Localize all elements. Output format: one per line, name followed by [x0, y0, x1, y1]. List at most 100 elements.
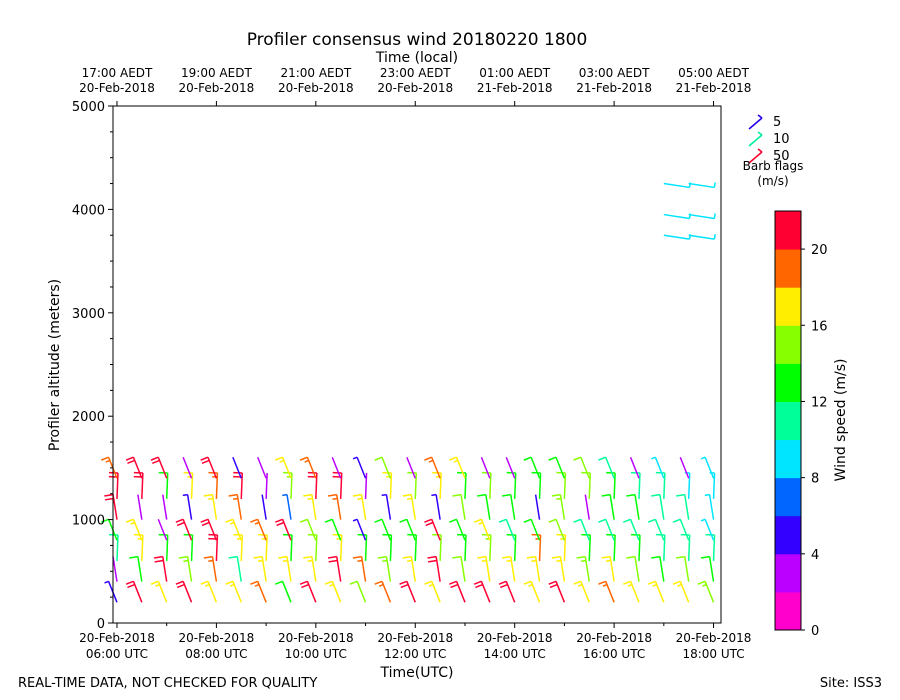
wind-barb — [688, 234, 716, 240]
barb-shaft — [580, 456, 590, 479]
barb-half-feather — [357, 559, 363, 562]
barb-feather — [327, 555, 337, 559]
barb-feather — [101, 518, 109, 523]
wind-barbs — [101, 182, 716, 603]
barb-shaft — [186, 494, 193, 520]
barb-shaft — [385, 494, 392, 520]
wind-barb — [253, 555, 267, 582]
barb-shaft — [431, 581, 441, 603]
barb-shaft — [132, 456, 143, 479]
wind-barb — [200, 456, 218, 479]
barb-feather — [276, 521, 285, 527]
barb-shaft — [207, 518, 218, 541]
wind-barb — [228, 555, 243, 582]
wind-barb — [104, 580, 118, 603]
barb-shaft — [505, 581, 516, 603]
barb-shaft — [190, 472, 194, 499]
barb-half-feather — [700, 518, 706, 522]
wind-barb — [261, 494, 267, 520]
wind-barb — [688, 182, 716, 189]
barb-legend-shaft — [748, 117, 763, 130]
barb-shaft — [684, 494, 690, 520]
wind-barb — [200, 518, 218, 541]
barb-feather — [672, 580, 681, 585]
barb-feather — [152, 459, 160, 465]
barb-feather — [598, 580, 606, 585]
barb-shaft — [435, 494, 441, 520]
barb-shaft — [634, 494, 640, 520]
barb-half-feather — [104, 580, 109, 584]
barb-half-feather — [229, 521, 235, 525]
barb-shaft — [485, 556, 491, 582]
wind-barb — [178, 555, 193, 582]
colorbar-tick-label: 0 — [811, 624, 819, 639]
barb-shaft — [584, 494, 590, 520]
barb-feather — [324, 518, 333, 523]
barb-half-feather — [279, 459, 285, 463]
barb-shaft — [137, 556, 143, 582]
barb-shaft — [406, 456, 416, 479]
barb-half-feather — [155, 583, 160, 587]
wind-barb — [250, 580, 267, 603]
barb-shaft — [538, 472, 542, 499]
barb-shaft — [455, 518, 466, 541]
barb-shaft — [555, 518, 566, 541]
barb-feather — [573, 518, 582, 523]
barb-feather — [672, 518, 681, 523]
x-tick-date: 20-Feb-2018 — [576, 631, 652, 645]
barb-feather — [427, 555, 437, 559]
barb-shaft — [315, 534, 318, 561]
barb-half-feather — [378, 583, 384, 587]
wind-barb — [282, 533, 293, 561]
wind-barb — [501, 555, 516, 582]
wind-barb — [626, 493, 640, 520]
barb-shaft — [157, 456, 168, 479]
barb-legend-label: 10 — [773, 132, 790, 147]
barb-shaft — [331, 456, 342, 479]
barb-half-feather — [183, 559, 189, 562]
barb-half-feather — [700, 456, 706, 460]
wind-barb — [477, 555, 491, 582]
wind-barb — [125, 580, 143, 603]
barb-shaft — [182, 456, 193, 479]
wind-barb — [548, 518, 566, 541]
wind-barb — [424, 456, 441, 479]
wind-barb — [523, 456, 541, 479]
barb-half-feather — [329, 583, 334, 587]
barb-shaft — [708, 556, 715, 582]
wind-barb — [402, 555, 417, 582]
wind-barb — [282, 493, 292, 520]
barb-legend-item: 50 — [748, 148, 790, 164]
barb-feather — [352, 493, 362, 497]
wind-barb — [651, 493, 665, 520]
barb-legend-flag — [757, 131, 763, 136]
wind-barb — [680, 533, 691, 561]
x-tick-date: 20-Feb-2018 — [676, 631, 752, 645]
barb-shaft — [162, 494, 168, 520]
barb-shaft — [663, 234, 690, 240]
wind-barb — [183, 533, 194, 561]
barb-feather — [449, 580, 457, 585]
top-tick-date: 20-Feb-2018 — [377, 81, 453, 95]
colorbar-swatch — [775, 553, 801, 593]
barb-half-feather — [428, 459, 434, 463]
wind-barb — [137, 494, 143, 520]
barb-feather — [125, 580, 134, 585]
barb-half-feather — [506, 559, 512, 562]
wind-barb — [307, 533, 318, 561]
barb-shaft — [580, 518, 590, 541]
wind-barb — [449, 580, 466, 603]
barb-shaft — [360, 556, 367, 582]
barb-legend-flag — [757, 114, 763, 119]
wind-barb — [630, 533, 641, 561]
wind-barb — [697, 580, 715, 603]
barb-shaft — [406, 518, 416, 541]
top-tick-date: 21-Feb-2018 — [676, 81, 752, 95]
barb-shaft — [588, 534, 592, 561]
barb-legend-shaft — [748, 151, 763, 164]
barb-feather — [675, 555, 685, 559]
barb-feather — [548, 580, 557, 585]
wind-barb — [200, 580, 218, 603]
barb-shaft — [182, 581, 193, 603]
top-tick-date: 20-Feb-2018 — [79, 81, 155, 95]
